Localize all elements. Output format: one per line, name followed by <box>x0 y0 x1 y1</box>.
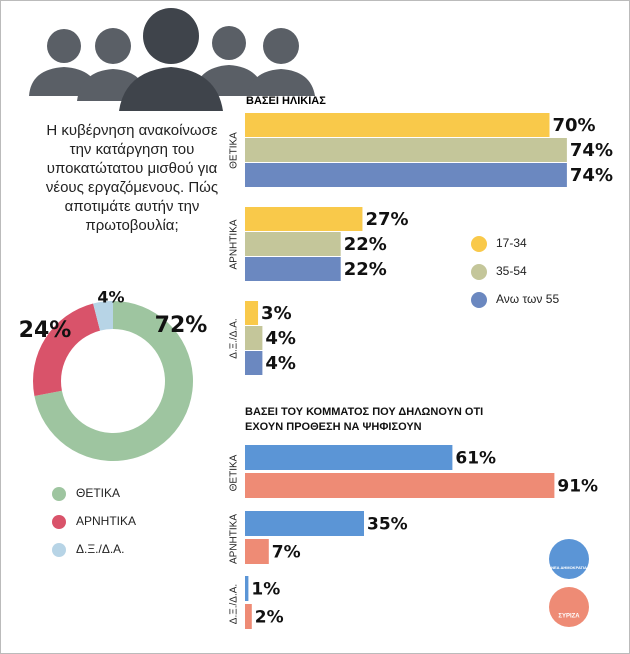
legend-label: 17-34 <box>496 236 527 250</box>
value-label: 1% <box>251 580 280 600</box>
value-label: 61% <box>455 449 496 469</box>
donut-slice <box>93 301 113 331</box>
bar <box>245 138 567 162</box>
legend-swatch <box>471 236 487 252</box>
category-label: ΘΕΤΙΚΑ <box>229 454 240 491</box>
donut-slice <box>34 301 194 461</box>
legend-swatch <box>52 543 66 557</box>
category-label: ΑΡΝΗΤΙΚΑ <box>229 514 240 564</box>
value-label: 72% <box>155 313 208 338</box>
legend-label: ΝΕΑ ΔΗΜΟΚΡΑΤΙΑ <box>551 565 587 570</box>
legend-swatch <box>52 487 66 501</box>
value-label: 4% <box>97 288 124 307</box>
legend-logo <box>549 587 589 627</box>
legend-label: Δ.Ξ./Δ.Α. <box>76 542 125 556</box>
bar <box>245 473 555 498</box>
value-label: 35% <box>367 515 408 535</box>
legend-label: 35-54 <box>496 264 527 278</box>
value-label: 22% <box>344 259 387 280</box>
category-label: Δ.Ξ./Δ.Α. <box>229 584 240 624</box>
donut-slice <box>32 303 101 396</box>
value-label: 2% <box>255 608 284 628</box>
legend-swatch <box>471 264 487 280</box>
chart-title: ΒΑΣΕΙ ΤΟΥ ΚΟΜΜΑΤΟΣ ΠΟΥ ΔΗΛΩΝΟΥΝ ΟΤΙ ΕΧΟΥ… <box>245 406 484 433</box>
bar <box>245 539 269 564</box>
value-label: 4% <box>265 353 296 374</box>
people-illustration <box>29 8 315 111</box>
value-label: 3% <box>261 303 292 324</box>
bar <box>245 232 341 256</box>
value-label: 91% <box>557 477 598 497</box>
legend-label: ΣΥΡΙΖΑ <box>558 614 580 620</box>
value-label: 22% <box>344 234 387 255</box>
chart-title: ΒΑΣΕΙ ΗΛΙΚΙΑΣ <box>246 95 326 107</box>
legend-swatch <box>52 515 66 529</box>
value-label: 27% <box>365 209 408 230</box>
legend-logo <box>549 539 589 579</box>
bar <box>245 445 453 470</box>
legend-label: ΘΕΤΙΚΑ <box>76 486 120 500</box>
legend-swatch <box>471 292 487 308</box>
bar <box>245 207 363 231</box>
legend-label: ΑΡΝΗΤΙΚΑ <box>76 514 136 528</box>
value-label: 24% <box>19 318 72 343</box>
bar <box>245 163 567 187</box>
question: Η κυβέρνηση ανακοίνωσε την κατάργηση του… <box>45 122 219 234</box>
value-label: 4% <box>265 328 296 349</box>
category-label: ΑΡΝΗΤΙΚΑ <box>229 219 240 269</box>
bar <box>245 301 259 325</box>
category-label: ΘΕΤΙΚΑ <box>229 132 240 169</box>
value-label: 7% <box>272 543 301 563</box>
bar <box>245 257 341 281</box>
category-label: Δ.Ξ./Δ.Α. <box>229 318 240 358</box>
legend-label: Ανω των 55 <box>496 292 559 306</box>
value-label: 70% <box>553 115 596 136</box>
bar <box>245 113 550 137</box>
bar <box>245 326 263 350</box>
bar <box>245 576 249 601</box>
value-label: 74% <box>570 140 613 161</box>
bar <box>245 351 263 375</box>
bar <box>245 511 364 536</box>
value-label: 74% <box>570 165 613 186</box>
bar <box>245 604 252 629</box>
